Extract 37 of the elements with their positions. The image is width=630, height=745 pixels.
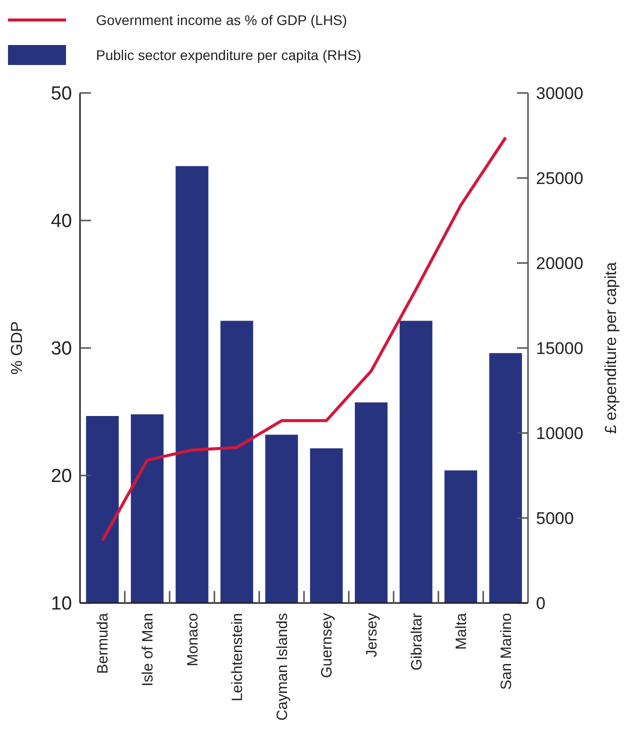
x-tick-label: Leichtenstein	[229, 613, 246, 702]
legend-label: Public sector expenditure per capita (RHS)	[96, 46, 362, 63]
y2-tick-label: 15000	[536, 338, 584, 358]
x-tick-label: San Marino	[498, 613, 515, 690]
bar	[176, 166, 208, 603]
y2-axis-title: £ expenditure per capita	[603, 262, 620, 434]
x-tick-label: Jersey	[363, 612, 380, 658]
bar	[310, 448, 343, 603]
bar	[220, 320, 254, 603]
line-series	[100, 136, 508, 542]
y2-tick-label: 25000	[536, 168, 584, 188]
y-tick-label: 10	[50, 594, 72, 615]
y2-tick-label: 20000	[536, 254, 584, 273]
x-tick-label: Gibraltar	[408, 613, 426, 671]
bar	[86, 416, 119, 603]
x-tick-label: Bermuda	[94, 612, 112, 674]
y-axis-title: % GDP	[9, 321, 26, 375]
y2-tick-label: 10000	[536, 424, 584, 443]
y-tick-label: 50	[50, 84, 72, 105]
y2-tick-label: 5000	[536, 508, 574, 528]
y-tick-label: 40	[50, 211, 72, 232]
legend-label: Government income as % of GDP (LHS)	[96, 12, 348, 28]
bar	[489, 353, 522, 603]
x-tick-label: Isle of Man	[139, 613, 156, 686]
y-tick-label: 20	[50, 466, 72, 488]
bar	[265, 434, 298, 603]
y-tick-label: 30	[50, 338, 72, 360]
x-tick-label: Malta	[453, 612, 470, 650]
bar	[130, 414, 164, 603]
y2-tick-label: 0	[536, 594, 546, 613]
y2-tick-label: 30000	[536, 84, 584, 103]
x-tick-label: Cayman Islands	[274, 613, 291, 721]
x-tick-label: Monaco	[184, 613, 202, 666]
x-tick-label: Guernsey	[318, 612, 336, 678]
bar	[354, 402, 388, 603]
bar	[444, 470, 478, 603]
bar	[400, 320, 432, 603]
